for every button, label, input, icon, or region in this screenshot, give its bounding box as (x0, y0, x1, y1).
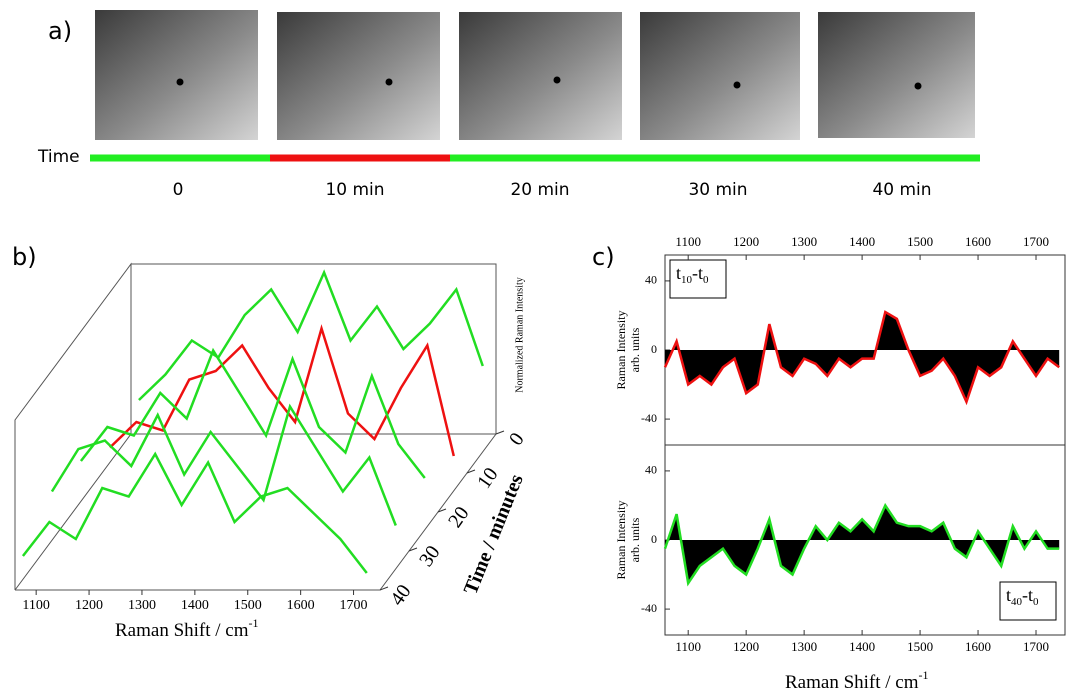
difference-line (663, 310, 1060, 406)
x-tick-label: 1200 (733, 639, 759, 654)
axis-frame (14, 433, 497, 591)
x-axis-title-text: Raman Shift / cm (115, 620, 249, 641)
x-tick-label: 1100 (22, 598, 49, 613)
z-tick-label: 40 (386, 581, 415, 610)
tag-part: t (676, 263, 681, 283)
marker-dot (914, 82, 922, 90)
x-tick-label: 1100 (675, 639, 701, 654)
x-tick-label: 1300 (128, 598, 156, 613)
z-tick (437, 508, 447, 513)
y-axis-title: arb. units (628, 327, 642, 372)
x-axis-title-text: Raman Shift / cm (785, 672, 919, 693)
panel-label: c) (592, 243, 615, 271)
y-axis-title: Raman Intensity (614, 311, 628, 390)
z-tick-label: 20 (444, 503, 473, 532)
x-tick-label: 1700 (1023, 639, 1049, 654)
y-tick-label: -40 (641, 601, 657, 615)
x-tick-label: 1300 (791, 639, 817, 654)
tag-part: 0 (703, 274, 709, 286)
micrographs (95, 10, 975, 140)
x-tick-label-top: 1200 (733, 234, 759, 249)
tag-part: 10 (681, 274, 693, 286)
y-tick-label: 40 (645, 463, 657, 477)
z-axis-title: Time / minutes (460, 471, 528, 598)
z-tick-label: 0 (505, 429, 529, 450)
panel-label: a) (48, 17, 72, 45)
z-tick (408, 547, 418, 552)
x-tick-label-top: 1600 (965, 234, 991, 249)
x-tick-label-top: 1100 (675, 234, 701, 249)
time-tick-label: 20 min (510, 180, 569, 200)
x-tick-label-top: 1500 (907, 234, 933, 249)
time-labels: 0 10 min 20 min 30 min 40 min (173, 180, 932, 200)
tag-label: t10-t0 (676, 263, 709, 285)
marker-dot (176, 78, 184, 86)
spectrum-line (50, 403, 397, 526)
y-tick-label: 40 (645, 273, 657, 287)
x-tick-label: 1400 (849, 639, 875, 654)
micrograph (818, 12, 975, 138)
time-tick-label: 30 min (688, 180, 747, 200)
y-tick-label: -40 (641, 411, 657, 425)
y-tick-label: 0 (651, 342, 657, 356)
x-axis-title: Raman Shift / cm-1 (785, 668, 929, 694)
x-tick-label: 1400 (181, 598, 209, 613)
x-axis-title: Raman Shift / cm-1 (115, 616, 259, 642)
time-tick-label: 10 min (325, 180, 384, 200)
x-tick-label-top: 1300 (791, 234, 817, 249)
time-tick-label: 0 (173, 180, 184, 200)
tag-part: -t (1022, 585, 1033, 605)
marker-dot (733, 81, 741, 89)
x-tick-label: 1500 (234, 598, 262, 613)
spectrum-line (79, 347, 426, 479)
tag-part: -t (692, 263, 703, 283)
spectrum-line (109, 324, 455, 457)
micrograph (95, 10, 258, 140)
x-tick-label: 1200 (75, 598, 103, 613)
micrograph (277, 12, 440, 140)
tag-label: t40-t0 (1006, 585, 1039, 607)
difference-area (665, 505, 1060, 584)
panel-label: b) (12, 243, 37, 271)
z-tick (495, 430, 505, 435)
z-tick (466, 469, 476, 474)
x-tick-label: 1500 (907, 639, 933, 654)
tag-part: 0 (1033, 596, 1039, 608)
x-axis-title-sup: -1 (919, 668, 929, 682)
x-tick-label-top: 1400 (849, 234, 875, 249)
z-tick-label: 30 (415, 542, 444, 571)
time-label: Time (37, 147, 80, 167)
spectrum-line (138, 269, 484, 401)
spectrum-line (21, 451, 368, 574)
z-tick (379, 586, 389, 591)
tag-box (999, 581, 1057, 621)
micrograph (640, 12, 800, 140)
y-tick-label: 0 (651, 532, 657, 546)
tag-part: 40 (1011, 596, 1023, 608)
x-axis-title-sup: -1 (249, 616, 259, 630)
micrograph (459, 12, 622, 140)
tag-box (669, 259, 727, 299)
y-axis-title: arb. units (628, 517, 642, 562)
difference-line (663, 502, 1060, 587)
tag-part: t (1006, 585, 1011, 605)
x-tick-label-top: 1700 (1023, 234, 1049, 249)
axis-frame (14, 262, 497, 590)
marker-dot (385, 78, 393, 86)
difference-area (665, 312, 1060, 402)
z-tick-label: 10 (473, 464, 502, 493)
x-tick-label: 1600 (965, 639, 991, 654)
y-axis-title: Normalized Raman Intensity (514, 277, 525, 393)
x-tick-label: 1600 (287, 598, 315, 613)
y-axis-title: Raman Intensity (614, 501, 628, 580)
x-tick-label: 1700 (340, 598, 368, 613)
time-tick-label: 40 min (872, 180, 931, 200)
marker-dot (553, 76, 561, 84)
